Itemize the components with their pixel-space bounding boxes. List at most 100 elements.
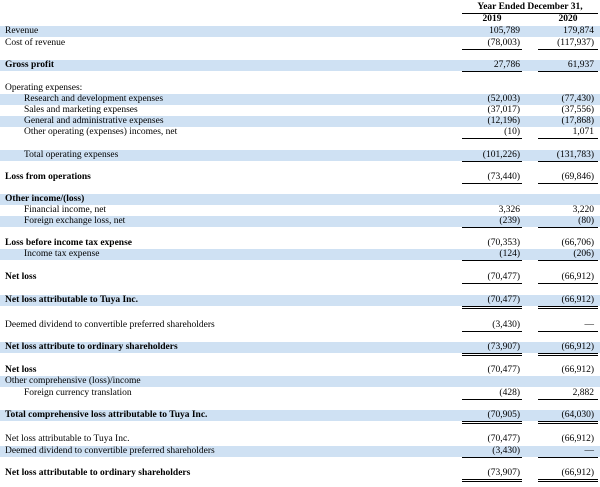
value-rule bbox=[538, 421, 598, 424]
value-2020: 1,071 bbox=[572, 127, 594, 137]
row-shade bbox=[0, 194, 600, 205]
row-label: Financial income, net bbox=[24, 205, 107, 215]
value-2019: 3,326 bbox=[498, 205, 520, 215]
row-label: Other income/(loss) bbox=[5, 194, 85, 204]
value-2020: (37,556) bbox=[561, 105, 594, 115]
value-2019: 105,789 bbox=[489, 26, 520, 36]
row-label: Research and development expenses bbox=[24, 94, 164, 104]
value-rule bbox=[462, 71, 522, 72]
row-shade bbox=[0, 26, 600, 37]
value-2020: (80) bbox=[578, 216, 594, 226]
row-label: Total comprehensive loss attributable to… bbox=[5, 410, 208, 420]
value-2020: (131,783) bbox=[556, 150, 594, 160]
value-rule bbox=[538, 260, 598, 261]
year-header: 2020 bbox=[558, 14, 578, 24]
row-shade bbox=[0, 446, 600, 457]
value-rule bbox=[462, 331, 522, 332]
value-2019: 27,786 bbox=[493, 60, 520, 70]
row-label: Other operating (expenses) incomes, net bbox=[24, 127, 178, 137]
value-2020: (66,912) bbox=[561, 342, 594, 352]
row-shade bbox=[0, 295, 600, 306]
value-2019: (70,353) bbox=[487, 238, 520, 248]
value-2019: (73,907) bbox=[487, 468, 520, 478]
value-rule bbox=[462, 399, 522, 400]
value-2019: (70,477) bbox=[487, 365, 520, 375]
value-rule bbox=[538, 353, 598, 356]
value-rule bbox=[462, 49, 522, 50]
value-rule bbox=[462, 260, 522, 261]
value-2020: (77,430) bbox=[561, 94, 594, 104]
value-2019: (124) bbox=[499, 249, 520, 259]
value-2019: (70,477) bbox=[487, 295, 520, 305]
value-2019: (101,226) bbox=[482, 150, 520, 160]
value-2020: (66,912) bbox=[561, 468, 594, 478]
row-label: Gross profit bbox=[5, 60, 54, 70]
value-2020: 2,882 bbox=[572, 388, 594, 398]
row-shade bbox=[0, 249, 600, 260]
value-2019: (70,477) bbox=[487, 272, 520, 282]
value-rule bbox=[538, 331, 598, 332]
value-rule bbox=[538, 71, 598, 72]
value-2020: 3,220 bbox=[572, 205, 594, 215]
row-label: Total operating expenses bbox=[24, 150, 119, 160]
value-2019: (37,017) bbox=[487, 105, 520, 115]
row-label: Other comprehensive (loss)/income bbox=[5, 376, 141, 386]
value-2020: (66,912) bbox=[561, 272, 594, 282]
value-rule bbox=[538, 283, 598, 284]
row-label: Net loss attribute to ordinary sharehold… bbox=[5, 342, 178, 352]
value-rule bbox=[538, 479, 598, 482]
value-2019: (73,907) bbox=[487, 342, 520, 352]
period-header: Year Ended December 31, bbox=[477, 2, 583, 12]
row-label: Revenue bbox=[5, 26, 39, 36]
value-rule bbox=[462, 183, 522, 184]
value-2020: 61,937 bbox=[567, 60, 594, 70]
value-2019: (239) bbox=[499, 216, 520, 226]
row-label: Loss before income tax expense bbox=[5, 238, 133, 248]
value-2019: (78,003) bbox=[487, 38, 520, 48]
value-2020: 179,874 bbox=[563, 26, 594, 36]
value-rule bbox=[462, 138, 522, 139]
row-shade bbox=[0, 150, 600, 161]
value-2019: (10) bbox=[504, 127, 520, 137]
value-2020: (66,912) bbox=[561, 434, 594, 444]
row-label: Sales and marketing expenses bbox=[24, 105, 138, 115]
row-label: Deemed dividend to convertible preferred… bbox=[5, 320, 215, 330]
value-rule bbox=[462, 283, 522, 284]
value-rule bbox=[462, 161, 522, 162]
value-rule bbox=[462, 479, 522, 482]
value-rule bbox=[462, 306, 522, 309]
value-rule bbox=[538, 227, 598, 228]
row-shade bbox=[0, 94, 600, 105]
value-2020: — bbox=[584, 446, 595, 456]
value-2020: (66,912) bbox=[561, 365, 594, 375]
value-2019: (3,430) bbox=[492, 320, 520, 330]
row-shade bbox=[0, 116, 600, 127]
value-2020: (69,846) bbox=[561, 172, 594, 182]
row-shade bbox=[0, 342, 600, 353]
value-rule bbox=[538, 457, 598, 458]
year-header: 2019 bbox=[482, 14, 502, 24]
value-rule bbox=[538, 306, 598, 309]
value-2019: (70,477) bbox=[487, 434, 520, 444]
row-label: General and administrative expenses bbox=[24, 116, 164, 126]
value-rule bbox=[538, 183, 598, 184]
value-2020: (66,706) bbox=[561, 238, 594, 248]
value-2019: (428) bbox=[499, 388, 520, 398]
value-rule bbox=[538, 161, 598, 162]
value-rule bbox=[538, 138, 598, 139]
row-label: Income tax expense bbox=[24, 249, 100, 259]
value-2020: (117,937) bbox=[557, 38, 594, 48]
value-2020: (206) bbox=[573, 249, 594, 259]
row-label: Deemed dividend to convertible preferred… bbox=[5, 446, 215, 456]
value-2020: — bbox=[584, 320, 595, 330]
row-label: Loss from operations bbox=[5, 172, 91, 182]
row-label: Operating expenses: bbox=[5, 83, 83, 93]
value-rule bbox=[462, 227, 522, 228]
header-rule bbox=[462, 13, 598, 14]
row-label: Net loss attributable to ordinary shareh… bbox=[5, 468, 191, 478]
value-rule bbox=[538, 399, 598, 400]
value-2019: (70,905) bbox=[487, 410, 520, 420]
value-rule bbox=[538, 49, 598, 50]
row-label: Foreign currency translation bbox=[24, 388, 132, 398]
